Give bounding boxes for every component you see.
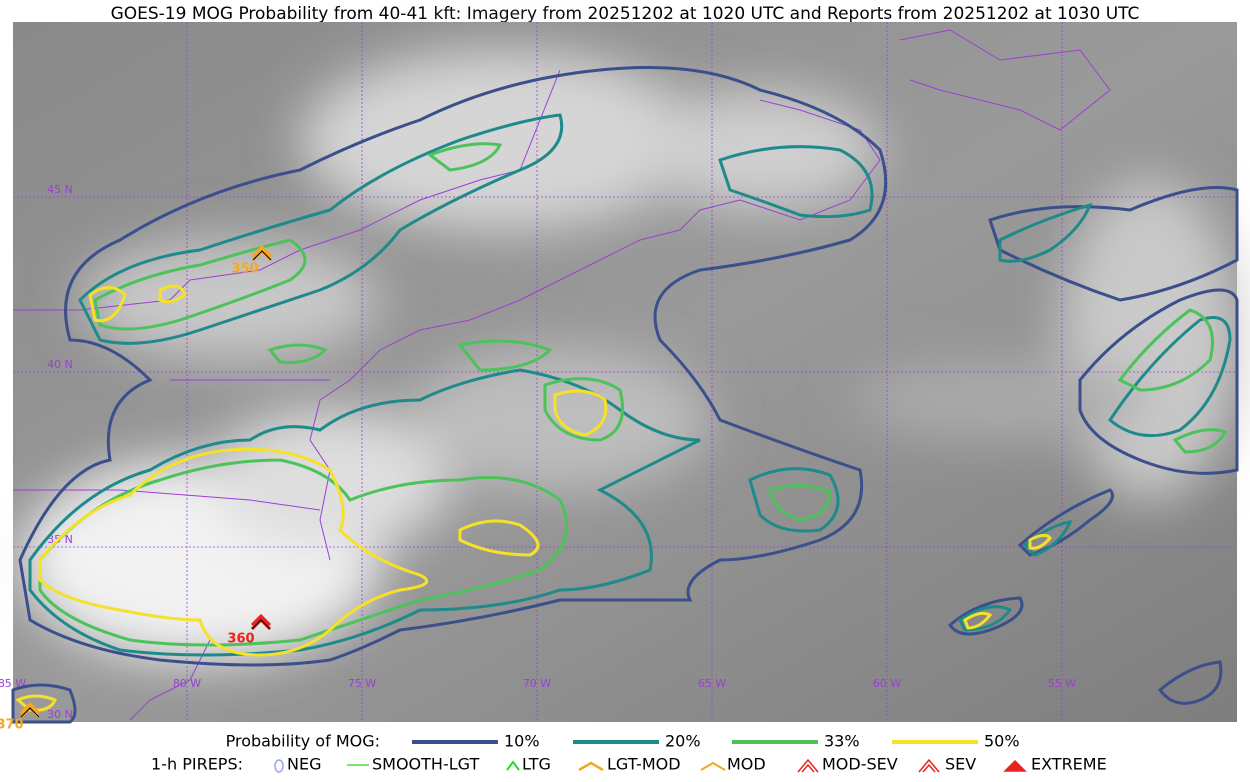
legend-title: Probability of MOG:: [226, 732, 380, 751]
pirep-altitude: 370: [0, 718, 24, 733]
pirep-marker-outline: [20, 707, 40, 718]
legend-label: 10%: [504, 732, 540, 751]
legend-title: 1-h PIREPS:: [151, 755, 243, 774]
legend-label: 33%: [824, 732, 860, 751]
legend-label: 50%: [984, 732, 1020, 751]
pirep-reports: 350 360 370: [0, 244, 273, 733]
legend-label: EXTREME: [1031, 755, 1107, 774]
legend-label: 20%: [665, 732, 701, 751]
probability-contours: [28, 113, 1232, 657]
legend-icon: [1003, 759, 1027, 772]
legend-label: NEG: [287, 755, 321, 774]
longitude-label: 70 W: [523, 677, 551, 690]
map: 45 N40 N35 N30 N 85 W 80 W 75 W 70 W 65 W 60 …: [0, 22, 1240, 733]
legend-label: SEV: [945, 755, 976, 774]
longitude-label: 55 W: [1048, 677, 1076, 690]
pirep-marker-outline: [252, 250, 272, 261]
longitude-labels: 85 W 80 W 75 W 70 W 65 W 60 W 55 W: [0, 677, 1076, 690]
legend-label: LTG: [522, 755, 551, 774]
legend-icon: [797, 758, 819, 773]
legend-label: SMOOTH-LGT: [372, 755, 479, 774]
latitude-label: 45 N: [47, 183, 73, 196]
legend-icon: [578, 761, 604, 772]
coastlines: [13, 29, 1111, 721]
probability-contours: [15, 284, 1052, 712]
legend-icon: [700, 761, 726, 771]
graticule: [13, 22, 1237, 722]
legend-icon: [274, 759, 284, 773]
latitude-label: 30 N: [47, 708, 73, 721]
pirep-altitude: 350: [231, 262, 258, 277]
latitude-label: 40 N: [47, 358, 73, 371]
legend-icon: [918, 758, 940, 773]
legend-label: MOD-SEV: [822, 755, 898, 774]
probability-contours: [11, 66, 1239, 724]
legend: Probability of MOG: 1-h PIREPS: 10% 20% 33…: [151, 732, 1107, 774]
pirep-marker-outline: [251, 619, 271, 630]
legend-label: LGT-MOD: [607, 755, 681, 774]
longitude-label: 60 W: [873, 677, 901, 690]
legend-label: MOD: [727, 755, 766, 774]
pirep-altitude: 360: [227, 632, 254, 647]
longitude-label: 80 W: [173, 677, 201, 690]
longitude-label: 75 W: [348, 677, 376, 690]
cloud-imagery: [20, 50, 1240, 660]
title: GOES-19 MOG Probability from 40-41 kft: …: [111, 4, 1140, 24]
legend-icon: [506, 760, 520, 771]
longitude-label: 65 W: [698, 677, 726, 690]
